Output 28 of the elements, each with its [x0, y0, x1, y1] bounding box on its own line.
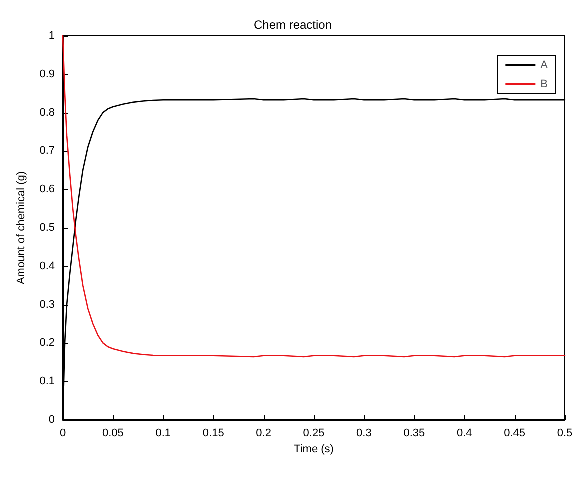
- x-tick-label: 0.45: [504, 428, 526, 440]
- y-tick-label: 0.3: [40, 298, 55, 311]
- x-tick-label: 0.4: [456, 428, 472, 440]
- x-tick-label: 0.5: [557, 428, 573, 440]
- y-tick-label: 0.9: [40, 68, 55, 80]
- x-tick-label: 0.3: [356, 428, 372, 440]
- x-tick-label: 0: [60, 428, 66, 440]
- y-tick-label: 0: [48, 414, 55, 426]
- x-tick-label: 0.1: [156, 428, 172, 440]
- y-tick-label: 0.8: [40, 106, 55, 119]
- x-tick-label: 0.15: [202, 428, 224, 440]
- y-tick-label: 0.1: [40, 376, 55, 388]
- line-series: [62, 35, 566, 358]
- y-tick-label: 0.5: [40, 222, 55, 234]
- x-tick-label: 0.05: [102, 428, 124, 440]
- y-axis-title: Amount of chemical (g): [16, 171, 28, 285]
- x-tick-label: 0.35: [404, 428, 426, 440]
- y-tick-label: 0.4: [40, 260, 55, 272]
- chart-title: Chem reaction: [254, 18, 332, 32]
- legend-label: B: [540, 78, 548, 90]
- x-axis-title: Time (s): [294, 444, 334, 456]
- legend-label: A: [540, 60, 549, 72]
- y-tick-label: 0.2: [40, 337, 55, 350]
- x-tick-label: 0.25: [303, 428, 325, 440]
- y-tick-label: 0.7: [40, 145, 55, 158]
- x-tick-label: 0.2: [256, 428, 272, 440]
- y-tick-label: 0.6: [40, 184, 55, 196]
- y-tick-label: 1: [48, 30, 55, 42]
